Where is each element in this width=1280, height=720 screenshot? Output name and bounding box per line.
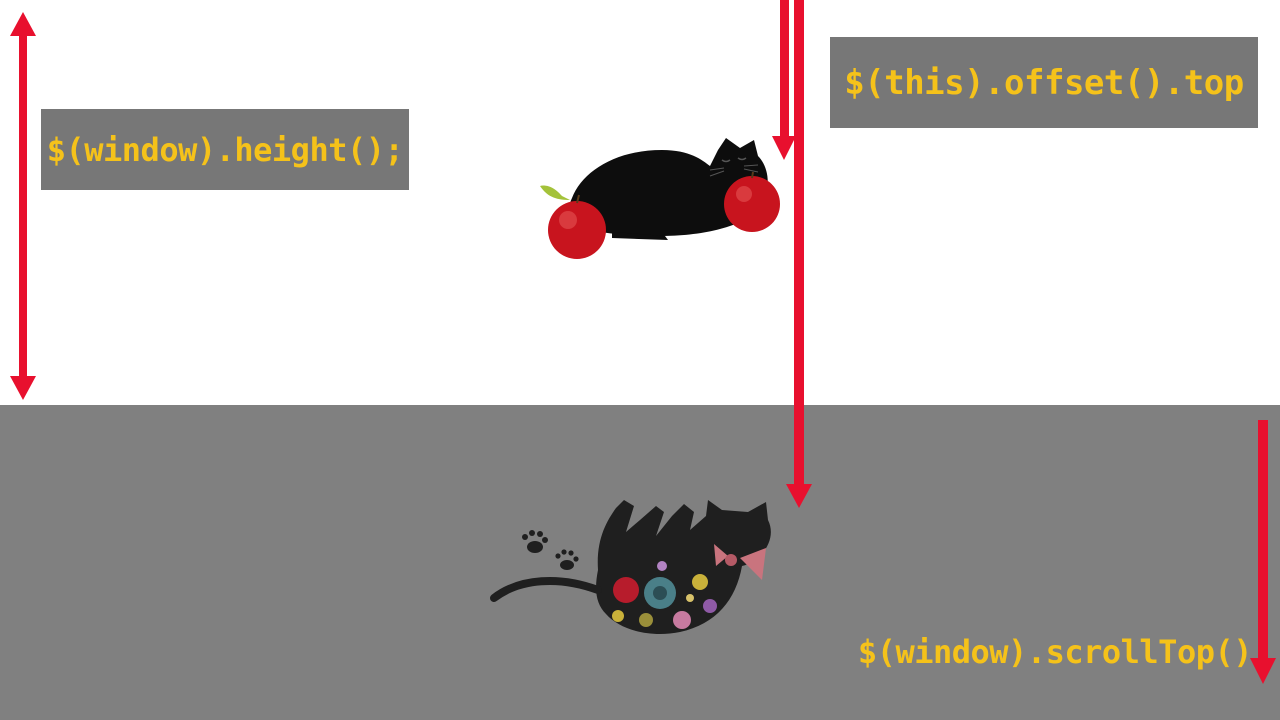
offset-top-label: $(this).offset().top bbox=[830, 37, 1258, 128]
window-height-arrow bbox=[10, 12, 36, 400]
sleeping-cat-with-apples-illustration bbox=[540, 138, 780, 259]
floral-cat-silhouette-illustration bbox=[490, 500, 771, 634]
scroll-top-arrow bbox=[1250, 420, 1276, 684]
offset-top-arrow bbox=[772, 0, 796, 160]
scroll-top-label: $(window).scrollTop() bbox=[857, 633, 1253, 671]
window-height-label: $(window).height(); bbox=[41, 109, 409, 190]
element-position-arrow bbox=[786, 0, 812, 508]
